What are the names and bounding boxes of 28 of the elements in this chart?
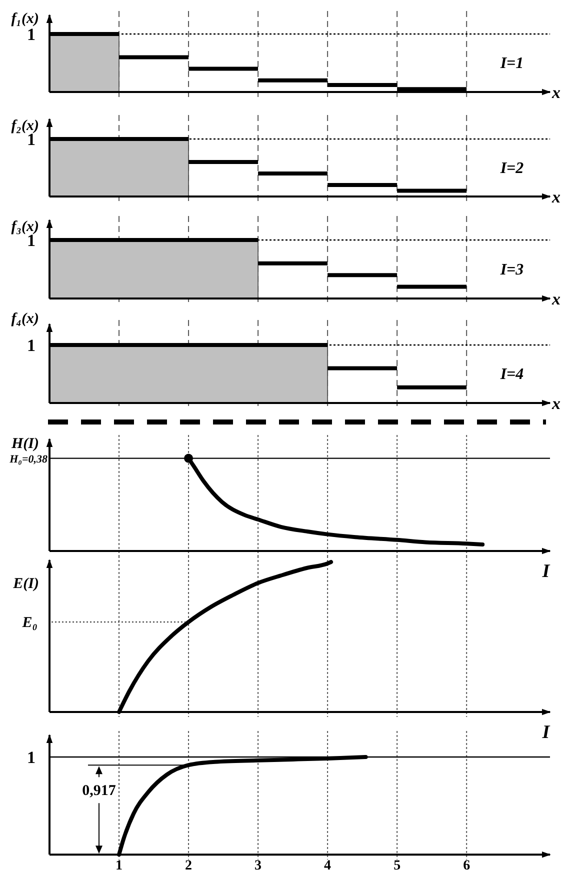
annotation: 0,917 — [82, 783, 116, 800]
annotation: E₀ — [21, 615, 38, 631]
ref-line-label: 1 — [27, 748, 36, 767]
y-axis-title: H(I) — [10, 436, 39, 452]
annotation: I=3 — [499, 261, 524, 278]
ref-line-label: 1 — [27, 25, 36, 44]
x-axis-title: x — [551, 394, 561, 413]
x-axis-title: I — [541, 561, 550, 582]
y-axis-title: f₂(x) — [11, 118, 39, 134]
x-tick-label: 5 — [394, 858, 401, 874]
x-tick-label: 1 — [116, 858, 123, 874]
x-tick-label: 6 — [463, 858, 470, 874]
x-tick-label: 4 — [324, 858, 332, 874]
x-axis-title: I — [541, 722, 550, 743]
x-tick-label: 2 — [185, 858, 192, 874]
y-axis-title: f₃(x) — [11, 219, 39, 235]
text: H₀=0,38 — [8, 453, 48, 466]
y-axis-title: E(I) — [12, 576, 39, 592]
x-axis-title: x — [551, 188, 561, 206]
annotation: I=1 — [499, 55, 524, 72]
x-tick-label: 3 — [254, 858, 262, 874]
x-axis-title: x — [551, 83, 561, 102]
ref-line-label: 1 — [27, 336, 36, 355]
y-axis-title: f₁(x) — [11, 11, 39, 27]
annotation: I=4 — [499, 366, 524, 383]
y-axis-title: f₄(x) — [11, 311, 39, 327]
x-axis-title: x — [551, 290, 561, 308]
annotation: I=2 — [499, 160, 524, 177]
